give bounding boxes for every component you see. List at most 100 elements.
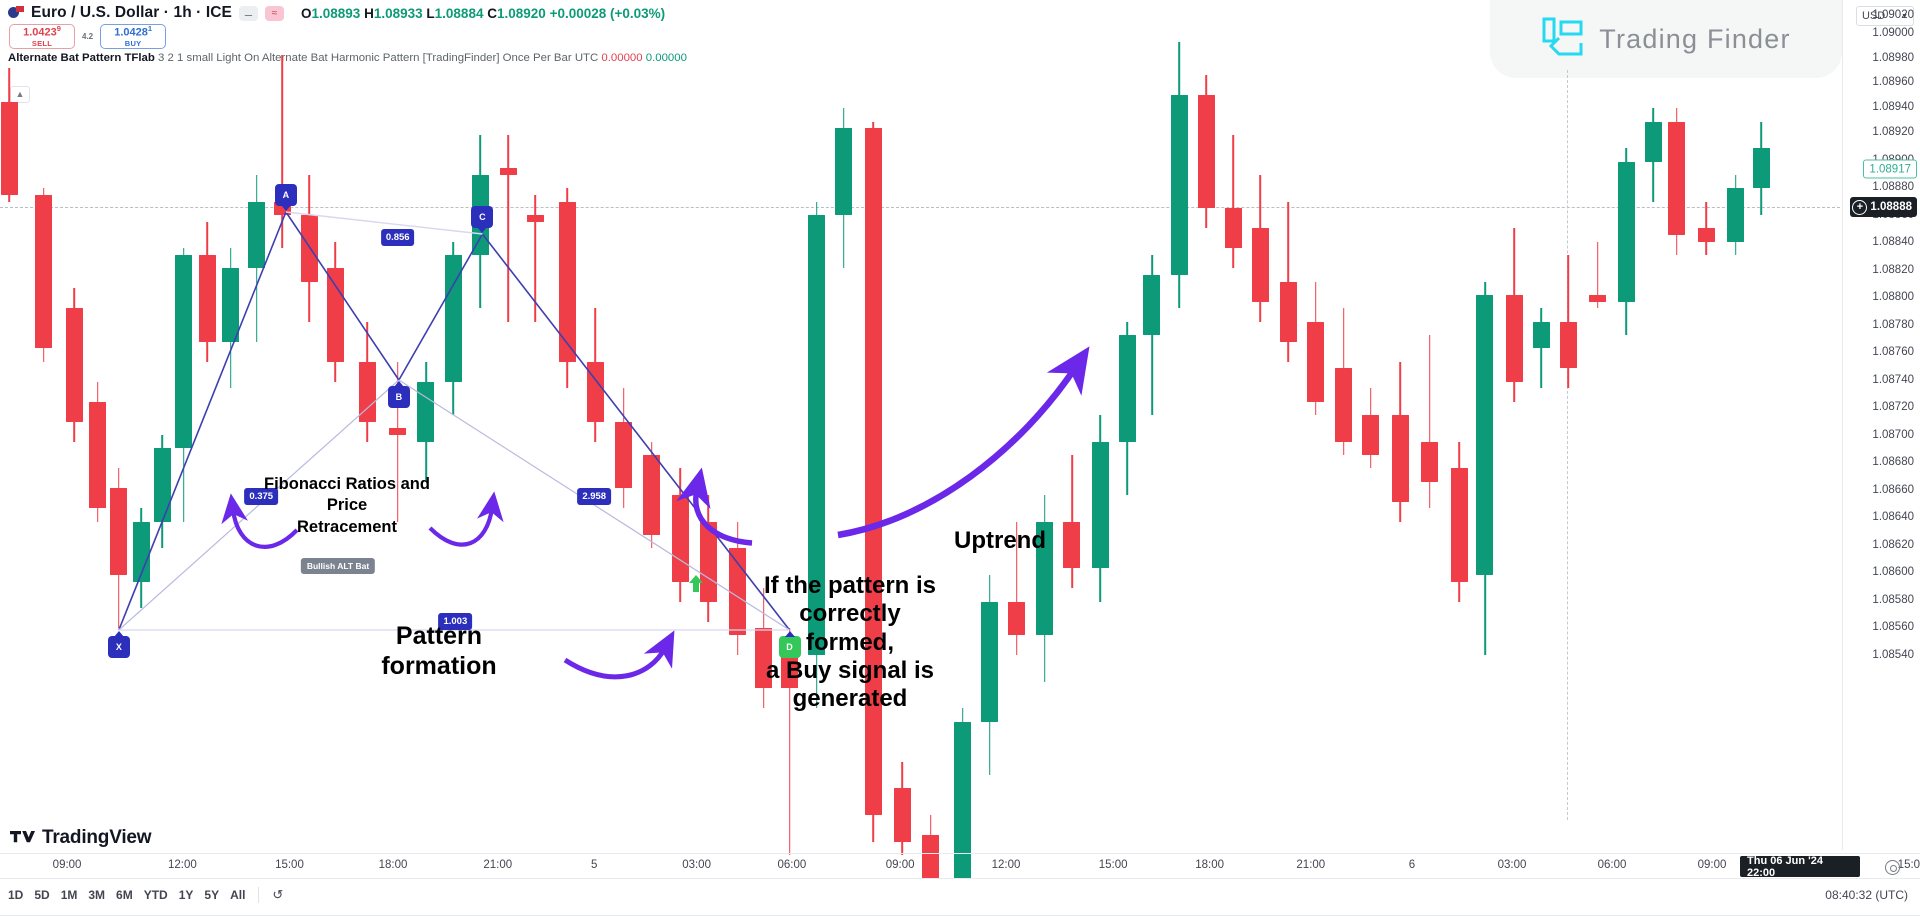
current-price-tag: 1.08917 [1863,159,1917,179]
price-tick: 1.08740 [1872,374,1914,386]
pattern-point-x[interactable]: X [107,631,130,658]
range-button-1y[interactable]: 1Y [178,888,194,902]
candle-body [1008,601,1026,635]
candle-body [893,788,911,842]
clock-icon[interactable] [1885,860,1900,875]
ohlc-l-key: L [426,5,435,21]
tradingview-logo: TradingView [10,827,152,849]
candle [526,195,544,322]
range-divider [258,887,260,903]
candle [835,108,853,269]
time-tick: 15:00 [1098,859,1128,871]
candle [417,361,435,482]
symbol-title[interactable]: Euro / U.S. Dollar · 1h · ICE [31,4,232,21]
range-button-1d[interactable]: 1D [8,888,24,902]
time-tick: 15:00 [275,859,304,871]
time-tick: 09:00 [1697,859,1727,871]
price-tick: 1.08660 [1872,484,1914,496]
minus-icon[interactable]: ⚊ [238,5,258,21]
fib-ratio-label: 0.375 [244,488,279,505]
range-button-5d[interactable]: 5D [34,888,50,902]
pattern-point-a[interactable]: A [274,184,297,211]
price-tick: 1.08720 [1872,401,1914,413]
candle-body [1143,275,1161,335]
candle [1421,335,1439,509]
time-tick: 18:00 [1195,859,1224,871]
indicator-legend[interactable]: Alternate Bat Pattern TFlab 3 2 1 small … [8,52,687,64]
indicator-params: 3 2 1 small Light On Alternate Bat Harmo… [158,52,599,64]
current-bar-time-line [1567,70,1568,820]
time-scale[interactable]: 09:00 12:00 15:00 18:00 21:00 5 03:00 06:00 09:0… [0,853,1920,879]
price-tick: 1.08940 [1872,101,1914,113]
candle-body [444,254,462,382]
candle-wick [1232,135,1234,269]
range-button-all[interactable]: All [230,888,246,902]
indicator-icon[interactable]: ≈ [264,5,284,21]
candle-body [1036,521,1054,635]
candle-wick [1151,255,1153,415]
collapse-pane-button[interactable]: ▲ [10,86,30,103]
candle [1668,108,1686,255]
price-tick: 1.08980 [1872,52,1914,64]
buy-label: BUY [124,39,142,49]
price-tick: 1.08580 [1872,594,1914,606]
pattern-leg-XB [118,379,400,631]
candle [222,248,240,389]
candle-body [389,428,407,435]
buy-button[interactable]: 1.04281 BUY [100,24,167,49]
range-selector[interactable]: 1D 5D 1M 3M 6M YTD 1Y 5Y All ↺ [8,887,283,903]
indicator-value-1: 0.00000 [601,52,643,64]
candle [110,468,128,629]
candle [389,361,407,522]
candle [1118,321,1136,495]
candle [1644,108,1662,202]
chart-plot-area[interactable]: X A B C D 0.856 0.375 2.958 1.003 Bullish ALT B… [0,41,1845,916]
time-tick: 03:00 [1497,859,1527,871]
candle-body [755,628,773,689]
buy-price: 1.0428 [114,26,148,39]
price-tick: 1.08640 [1872,511,1914,523]
pattern-leg-AC [285,211,483,235]
range-button-6m[interactable]: 6M [116,888,133,902]
calendar-replay-icon[interactable]: ↺ [272,887,284,902]
time-tick: 12:00 [991,859,1021,871]
candle [1697,201,1715,255]
range-button-ytd[interactable]: YTD [143,888,168,902]
pattern-point-b[interactable]: B [387,381,410,408]
pattern-point-c[interactable]: C [471,206,494,233]
annotation-pattern-formation: Pattern formation [381,622,497,680]
range-button-3m[interactable]: 3M [88,888,106,902]
candle [643,441,661,549]
ohlc-o-key: O [300,5,312,21]
candle [1505,228,1523,402]
currency-selector[interactable]: USD ▼ [1856,6,1914,26]
annotation-fibonacci: Fibonacci Ratios and Price Retracement [262,474,432,538]
candle-body [1362,414,1380,455]
annotation-buy-line3: a Buy signal is [765,656,935,684]
price-level-line [0,207,1845,208]
ohlc-o-value: 1.08893 [311,5,361,21]
pattern-point-d[interactable]: D [778,631,801,658]
candle-body [1727,188,1745,242]
candle-body [65,308,83,422]
candle-body [1279,281,1297,342]
current-time-tag: Thu 06 Jun '24 22:00 [1740,855,1860,879]
sell-button[interactable]: 1.04239 SELL [9,24,75,49]
time-tick: 03:00 [682,859,711,871]
candle [65,288,83,442]
currency-label: USD [1862,10,1886,22]
annotation-buy-line1: If the pattern is [763,572,937,599]
candle [444,241,462,415]
candle [153,435,171,549]
symbol-status-line: Euro / U.S. Dollar · 1h · ICE ⚊ ≈ O1.088… [8,4,665,22]
price-tick: 1.08540 [1872,649,1914,661]
range-button-1m[interactable]: 1M [60,888,78,902]
time-tick: 6 [1408,859,1416,871]
last-price-tag[interactable]: + 1.08888 [1850,197,1917,217]
price-scale[interactable]: USD ▼ 1.09020 1.09000 1.08980 1.08960 1.0894… [1842,0,1920,850]
range-button-5y[interactable]: 5Y [204,888,220,902]
candle-body [1170,95,1188,275]
candle [615,388,633,509]
pattern-leg-XA [118,211,287,631]
candle-body [1697,228,1715,242]
